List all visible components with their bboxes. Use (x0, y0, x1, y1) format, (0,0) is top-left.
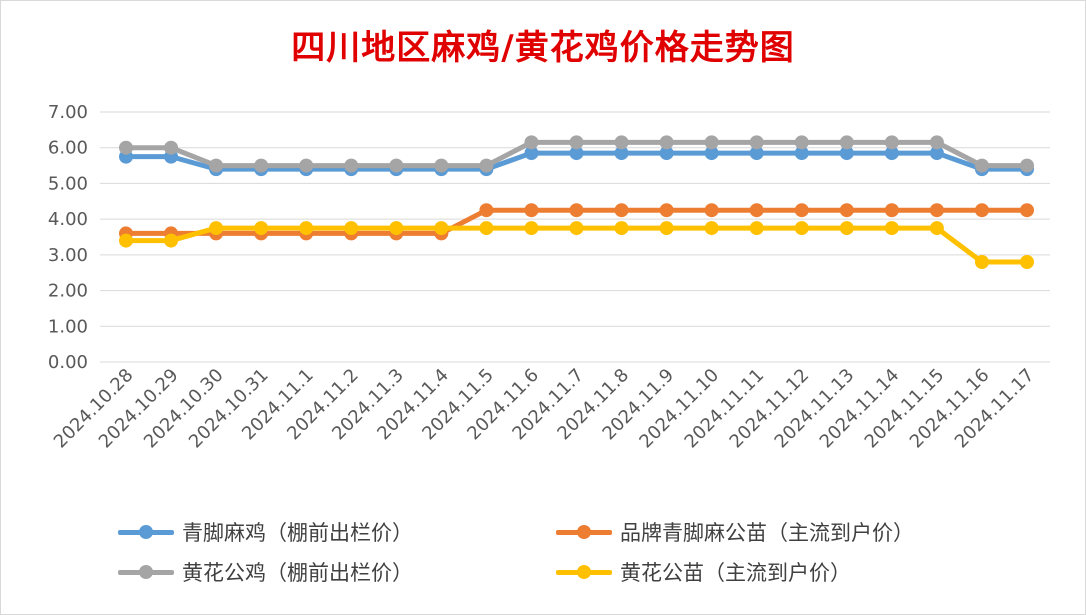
data-point-series-1 (884, 203, 899, 218)
data-point-series-0 (704, 146, 719, 161)
legend-label: 品牌青脚麻公苗（主流到户价） (620, 521, 914, 545)
data-point-series-1 (749, 203, 764, 218)
data-point-series-0 (614, 146, 629, 161)
legend-swatch-icon (556, 560, 612, 584)
data-point-series-1 (479, 203, 494, 218)
y-tick-label: 1.00 (48, 316, 88, 337)
data-point-series-0 (749, 146, 764, 161)
legend-item-0: 青脚麻鸡（棚前出栏价） (118, 517, 413, 547)
data-point-series-2 (119, 140, 133, 155)
data-point-series-3 (434, 221, 449, 236)
y-tick-label: 5.00 (48, 173, 88, 194)
data-point-series-3 (524, 221, 539, 236)
legend-item-1: 品牌青脚麻公苗（主流到户价） (556, 517, 914, 547)
y-tick-label: 7.00 (48, 102, 88, 123)
data-point-series-1 (659, 203, 674, 218)
data-point-series-0 (884, 146, 899, 161)
data-point-series-1 (974, 203, 989, 218)
data-point-series-2 (524, 135, 539, 150)
data-point-series-2 (479, 158, 494, 173)
data-point-series-1 (1020, 203, 1034, 218)
data-point-series-2 (749, 135, 764, 150)
data-point-series-2 (389, 158, 404, 173)
data-point-series-2 (929, 135, 944, 150)
data-point-series-3 (794, 221, 809, 236)
data-point-series-3 (344, 221, 359, 236)
data-point-series-3 (704, 221, 719, 236)
data-point-series-2 (839, 135, 854, 150)
legend-swatch-icon (118, 560, 174, 584)
data-point-series-2 (704, 135, 719, 150)
legend-swatch-icon (556, 520, 612, 544)
data-point-series-0 (524, 146, 539, 161)
data-point-series-1 (704, 203, 719, 218)
data-point-series-3 (299, 221, 314, 236)
data-point-series-2 (659, 135, 674, 150)
y-tick-label: 0.00 (48, 352, 88, 373)
data-point-series-0 (839, 146, 854, 161)
y-tick-label: 6.00 (48, 138, 88, 159)
data-point-series-3 (614, 221, 629, 236)
data-point-series-1 (839, 203, 854, 218)
data-point-series-3 (209, 221, 224, 236)
data-point-series-2 (209, 158, 224, 173)
data-point-series-3 (929, 221, 944, 236)
data-point-series-1 (929, 203, 944, 218)
x-axis-ticks: 2024.10.282024.10.292024.10.302024.10.31… (50, 365, 1039, 453)
legend-label: 青脚麻鸡（棚前出栏价） (182, 521, 413, 545)
data-point-series-1 (524, 203, 539, 218)
data-point-series-3 (119, 233, 133, 248)
data-point-series-2 (1020, 158, 1034, 173)
data-point-series-3 (569, 221, 584, 236)
data-point-series-2 (884, 135, 899, 150)
data-point-series-2 (164, 140, 179, 155)
y-tick-label: 3.00 (48, 245, 88, 266)
y-tick-label: 2.00 (48, 281, 88, 302)
data-point-series-2 (569, 135, 584, 150)
legend-item-2: 黄花公鸡（棚前出栏价） (118, 557, 413, 587)
y-axis-ticks: 0.00 1.00 2.00 3.00 4.00 5.00 6.00 7.00 (48, 102, 88, 373)
data-point-series-2 (434, 158, 449, 173)
legend-label: 黄花公苗（主流到户价） (620, 561, 851, 585)
data-point-series-3 (389, 221, 404, 236)
data-point-series-2 (974, 158, 989, 173)
data-point-series-0 (569, 146, 584, 161)
series-lines (119, 135, 1034, 269)
data-point-series-2 (344, 158, 359, 173)
legend-label: 黄花公鸡（棚前出栏价） (182, 561, 413, 585)
chart-title: 四川地区麻鸡/黄花鸡价格走势图 (291, 28, 795, 68)
data-point-series-1 (794, 203, 809, 218)
y-tick-label: 4.00 (48, 209, 88, 230)
legend-item-3: 黄花公苗（主流到户价） (556, 557, 851, 587)
data-point-series-3 (884, 221, 899, 236)
data-point-series-2 (299, 158, 314, 173)
data-point-series-3 (254, 221, 269, 236)
legend-swatch-icon (118, 520, 174, 544)
data-point-series-0 (794, 146, 809, 161)
data-point-series-0 (929, 146, 944, 161)
data-point-series-2 (794, 135, 809, 150)
data-point-series-3 (839, 221, 854, 236)
data-point-series-1 (614, 203, 629, 218)
data-point-series-1 (569, 203, 584, 218)
data-point-series-2 (254, 158, 269, 173)
data-point-series-3 (479, 221, 494, 236)
data-point-series-2 (614, 135, 629, 150)
data-point-series-0 (659, 146, 674, 161)
data-point-series-3 (749, 221, 764, 236)
data-point-series-3 (974, 255, 989, 269)
data-point-series-3 (659, 221, 674, 236)
data-point-series-3 (1020, 255, 1034, 269)
data-point-series-3 (164, 233, 179, 248)
